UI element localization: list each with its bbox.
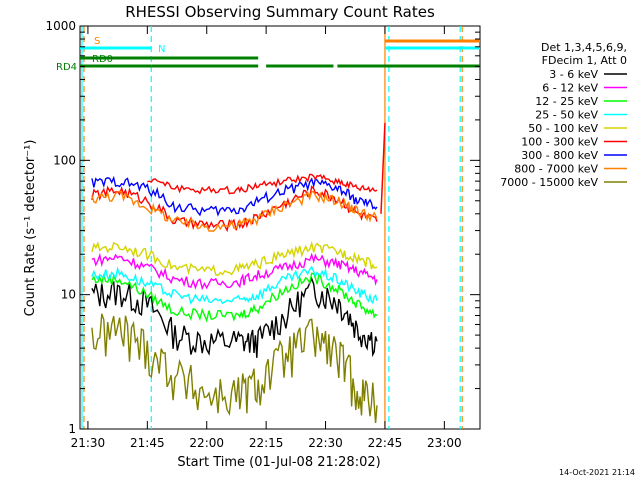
chart-title: RHESSI Observing Summary Count Rates bbox=[125, 3, 435, 21]
x-axis-label: Start Time (01-Jul-08 21:28:02) bbox=[177, 455, 380, 470]
series-line-0 bbox=[91, 276, 378, 358]
x-tick-label-3: 22:15 bbox=[249, 436, 284, 450]
legend-header-2: FDecim 1, Att 0 bbox=[542, 54, 627, 67]
legend-label-0: 3 - 6 keV bbox=[549, 68, 598, 81]
legend-label-5: 100 - 300 keV bbox=[521, 136, 598, 149]
legend-label-3: 25 - 50 keV bbox=[535, 109, 598, 122]
series-line-3 bbox=[91, 265, 378, 305]
flare-spike bbox=[380, 122, 386, 214]
series-line-7 bbox=[91, 190, 378, 232]
legend-label-7: 800 - 7000 keV bbox=[514, 163, 598, 176]
x-tick-label-2: 22:00 bbox=[189, 436, 224, 450]
legend-label-4: 50 - 100 keV bbox=[528, 122, 598, 135]
y-tick-label-0: 1 bbox=[68, 422, 76, 436]
x-tick-label-4: 22:30 bbox=[308, 436, 343, 450]
series-line-2 bbox=[91, 272, 378, 323]
timestamp: 14-Oct-2021 21:14 bbox=[559, 468, 635, 477]
flag-label-rd0: RD0 bbox=[92, 54, 113, 65]
series-line-6 bbox=[91, 175, 378, 217]
x-tick-label-5: 22:45 bbox=[368, 436, 403, 450]
x-tick-label-6: 23:00 bbox=[427, 436, 462, 450]
legend-label-2: 12 - 25 keV bbox=[535, 95, 598, 108]
flag-labels: S N RD0 RD4 bbox=[56, 36, 165, 73]
legend-header-1: Det 1,3,4,5,6,9, bbox=[541, 41, 627, 54]
series-line-4 bbox=[91, 240, 378, 277]
y-axis-label: Count Rate (s⁻¹ detector⁻¹) bbox=[23, 140, 38, 317]
y-tick-label-2: 100 bbox=[53, 153, 76, 167]
legend-label-8: 7000 - 15000 keV bbox=[500, 176, 598, 189]
y-tick-label-3: 1000 bbox=[45, 19, 76, 33]
legend: Det 1,3,4,5,6,9, FDecim 1, Att 0 3 - 6 k… bbox=[500, 41, 627, 189]
x-tick-label-0: 21:30 bbox=[71, 436, 106, 450]
plot-area: 21:30 21:45 22:00 22:15 22:30 22:45 23:00 1 10 10… bbox=[45, 19, 481, 450]
series-line-1 bbox=[91, 252, 378, 291]
legend-label-1: 6 - 12 keV bbox=[542, 82, 598, 95]
x-tick-label-1: 21:45 bbox=[130, 436, 165, 450]
flag-label-n: N bbox=[158, 44, 165, 55]
y-tick-label-1: 10 bbox=[61, 288, 76, 302]
flag-label-s: S bbox=[94, 36, 100, 47]
series-line-8 bbox=[91, 313, 378, 423]
flag-label-rd4: RD4 bbox=[56, 62, 77, 73]
series-line-upper-red bbox=[147, 173, 378, 195]
legend-label-6: 300 - 800 keV bbox=[521, 149, 598, 162]
plot-frame bbox=[79, 25, 481, 430]
